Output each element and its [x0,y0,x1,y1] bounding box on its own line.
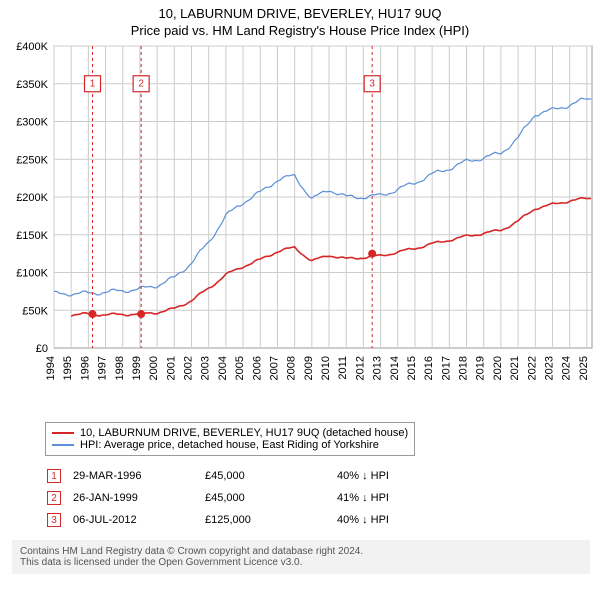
y-tick-label: £350K [16,79,48,91]
table-row: 1 29-MAR-1996£45,00040% ↓ HPI [47,466,399,486]
event-delta: 41% ↓ HPI [337,488,399,508]
legend-label: 10, LABURNUM DRIVE, BEVERLEY, HU17 9UQ (… [80,427,408,439]
x-tick-label: 2004 [217,356,229,380]
event-chip: 3 [47,513,61,527]
x-tick-label: 2011 [337,356,349,380]
event-chip: 2 [47,491,61,505]
footer-line-1: Contains HM Land Registry data © Crown c… [20,546,582,557]
event-chip: 1 [47,469,61,483]
event-date: 26-JAN-1999 [73,488,203,508]
event-date: 06-JUL-2012 [73,510,203,530]
x-tick-label: 1995 [62,356,74,380]
chart-legend: 10, LABURNUM DRIVE, BEVERLEY, HU17 9UQ (… [45,422,415,456]
chart-footer: Contains HM Land Registry data © Crown c… [12,540,590,574]
x-tick-label: 2014 [389,356,401,380]
x-tick-label: 2010 [320,356,332,380]
x-tick-label: 2009 [303,356,315,380]
x-tick-label: 1999 [131,356,143,380]
y-tick-label: £200K [16,192,48,204]
x-tick-label: 1994 [45,356,57,380]
x-tick-label: 1996 [79,356,91,380]
x-tick-label: 2000 [148,356,160,380]
event-price: £45,000 [205,466,335,486]
x-tick-label: 2024 [561,356,573,380]
footer-line-2: This data is licensed under the Open Gov… [20,557,582,568]
event-number: 2 [138,78,144,89]
event-chip-cell: 3 [47,510,71,530]
table-row: 3 06-JUL-2012£125,00040% ↓ HPI [47,510,399,530]
legend-swatch [52,432,74,434]
y-tick-label: £250K [16,154,48,166]
price-paid-marker [137,310,145,318]
x-tick-label: 2002 [183,356,195,380]
event-number: 3 [369,78,375,89]
legend-item: HPI: Average price, detached house, East… [52,439,408,451]
x-tick-label: 2023 [543,356,555,380]
event-price: £45,000 [205,488,335,508]
x-tick-label: 2006 [251,356,263,380]
x-tick-label: 2005 [234,356,246,380]
chart-title-line1: 10, LABURNUM DRIVE, BEVERLEY, HU17 9UQ [0,6,600,21]
event-number: 1 [90,78,96,89]
y-tick-label: £100K [16,268,48,280]
x-tick-label: 2018 [458,356,470,380]
x-tick-label: 2013 [372,356,384,380]
events-table: 129-MAR-1996£45,00040% ↓ HPI226-JAN-1999… [45,464,401,532]
price-paid-marker [368,250,376,258]
x-tick-label: 2020 [492,356,504,380]
x-tick-label: 2022 [526,356,538,380]
legend-item: 10, LABURNUM DRIVE, BEVERLEY, HU17 9UQ (… [52,427,408,439]
event-delta: 40% ↓ HPI [337,466,399,486]
x-tick-label: 2012 [354,356,366,380]
chart-plot-area: £0 £50K £100K £150K £200K £250K £300K £350K £400… [0,38,600,418]
event-chip-cell: 2 [47,488,71,508]
event-delta: 40% ↓ HPI [337,510,399,530]
x-tick-label: 2017 [440,356,452,380]
y-tick-label: £300K [16,117,48,129]
x-tick-label: 1998 [114,356,126,380]
event-chip-cell: 1 [47,466,71,486]
event-date: 29-MAR-1996 [73,466,203,486]
legend-swatch [52,444,74,446]
x-tick-label: 1997 [97,356,109,380]
x-tick-label: 2015 [406,356,418,380]
y-tick-label: £0 [36,343,48,355]
y-tick-label: £400K [16,41,48,53]
x-tick-label: 2008 [286,356,298,380]
x-tick-label: 2001 [165,356,177,380]
x-tick-label: 2007 [268,356,280,380]
x-tick-label: 2016 [423,356,435,380]
legend-label: HPI: Average price, detached house, East… [80,439,379,451]
table-row: 2 26-JAN-1999£45,00041% ↓ HPI [47,488,399,508]
x-tick-label: 2025 [578,356,590,380]
chart-svg: £0 £50K £100K £150K £200K £250K £300K £350K £400… [0,38,600,418]
y-tick-label: £50K [22,305,48,317]
x-tick-label: 2003 [200,356,212,380]
y-tick-label: £150K [16,230,48,242]
price-paid-marker [89,310,97,318]
x-tick-label: 2021 [509,356,521,380]
chart-title-line2: Price paid vs. HM Land Registry's House … [0,23,600,38]
x-tick-label: 2019 [475,356,487,380]
event-price: £125,000 [205,510,335,530]
